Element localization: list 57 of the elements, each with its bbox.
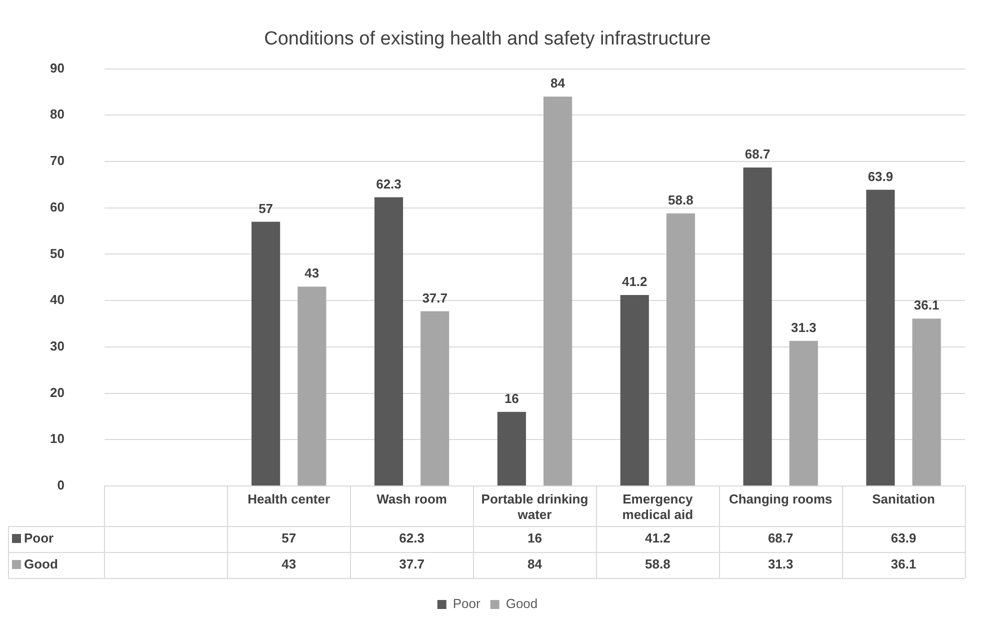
x-tick-label: Health center xyxy=(248,491,330,506)
bar xyxy=(497,412,526,486)
annotation: 41.2 xyxy=(622,274,648,290)
legend-label: Poor xyxy=(452,596,481,612)
annotation: 68.7 xyxy=(744,146,770,162)
annotation: 63.9 xyxy=(868,168,894,184)
annotation: 37.7 xyxy=(422,290,448,306)
bar xyxy=(298,286,326,486)
data-label: 37.7 xyxy=(399,556,424,572)
text: Poor xyxy=(24,530,54,546)
annotation: 62.3 xyxy=(376,176,402,192)
y-tick-label: 30 xyxy=(50,338,64,354)
data-label: 36.1 xyxy=(890,556,916,572)
data-label: 62.3 xyxy=(399,530,424,546)
bar xyxy=(789,340,818,486)
y-tick-label: 90 xyxy=(50,60,64,76)
data-label: 31.3 xyxy=(768,556,794,572)
x-tick-label: Portable drinking water xyxy=(481,491,588,522)
bar xyxy=(866,190,895,486)
chart-title: Conditions of existing health and safety infrastructure xyxy=(264,28,711,50)
y-tick-label: 80 xyxy=(50,106,64,122)
data-label: 63.9 xyxy=(890,530,916,546)
y-tick-label: 20 xyxy=(50,384,64,400)
bar xyxy=(420,311,450,486)
data-label: 41.2 xyxy=(645,530,670,546)
annotation: 84 xyxy=(550,76,566,91)
annotation: 43 xyxy=(304,266,320,281)
data-label: 58.8 xyxy=(645,556,670,572)
y-tick-label: 0 xyxy=(57,478,64,493)
text: Good xyxy=(24,556,58,572)
data-label: 68.7 xyxy=(768,530,794,546)
data-label: 16 xyxy=(527,530,542,546)
legend-label: Good xyxy=(506,596,538,612)
y-tick-label: 70 xyxy=(50,153,64,168)
bar xyxy=(743,168,772,486)
x-tick-label: Emergency medical aid xyxy=(622,491,694,522)
annotation: 58.8 xyxy=(668,192,694,208)
x-tick-label: Wash room xyxy=(376,491,447,506)
bar xyxy=(252,222,280,486)
data-label: 84 xyxy=(527,556,543,572)
x-tick-label: Changing rooms xyxy=(728,491,832,506)
bar xyxy=(912,318,941,486)
y-tick-label: 60 xyxy=(50,199,64,214)
y-tick-label: 10 xyxy=(50,431,64,446)
y-tick-label: 50 xyxy=(50,246,64,261)
annotation: 16 xyxy=(504,390,519,406)
bar xyxy=(543,96,572,486)
data-label: 57 xyxy=(282,530,296,546)
y-tick-label: 40 xyxy=(50,292,64,308)
bar xyxy=(620,295,649,486)
bar xyxy=(666,213,696,486)
bar xyxy=(374,197,404,486)
annotation: 31.3 xyxy=(790,320,816,335)
data-label: 43 xyxy=(282,556,296,572)
annotation: 36.1 xyxy=(914,298,940,313)
x-tick-label: Sanitation xyxy=(872,491,936,506)
annotation: 57 xyxy=(258,200,274,216)
